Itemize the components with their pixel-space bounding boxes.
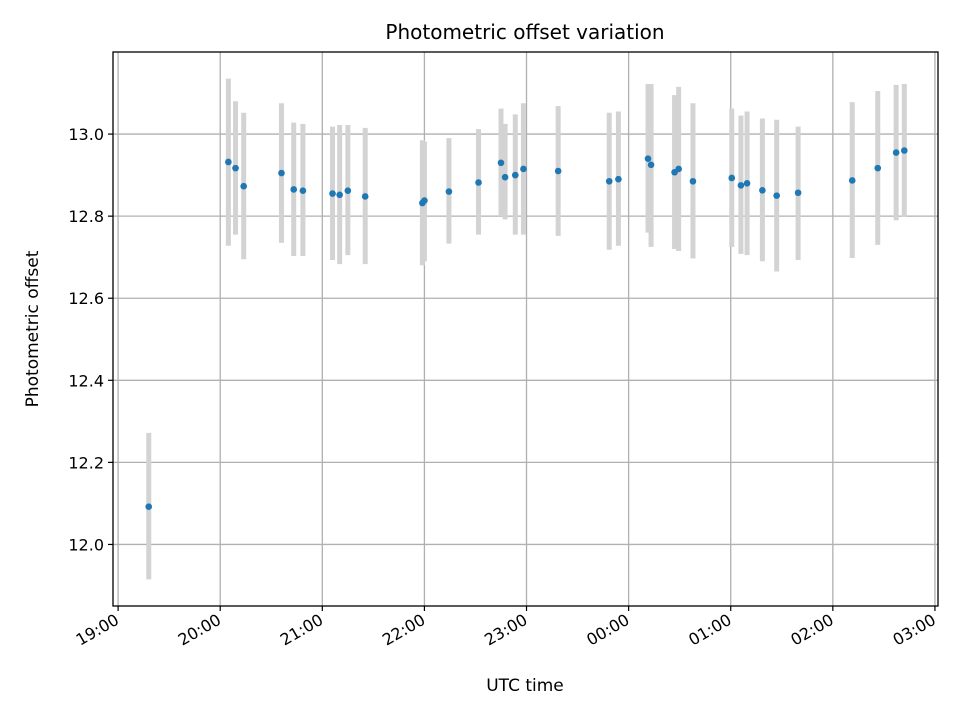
data-point xyxy=(743,180,751,187)
data-point xyxy=(497,159,505,167)
data-point xyxy=(874,164,882,172)
data-point xyxy=(554,167,562,175)
data-point xyxy=(728,174,736,182)
data-point xyxy=(675,165,682,173)
data-point xyxy=(605,177,613,185)
data-point xyxy=(773,192,780,199)
data-point xyxy=(240,182,247,190)
y-tick-label: 12.4 xyxy=(68,371,104,390)
data-point xyxy=(689,177,697,185)
x-axis-label: UTC time xyxy=(486,676,564,696)
y-tick-label: 12.2 xyxy=(68,453,104,472)
data-point xyxy=(299,187,307,195)
data-point xyxy=(445,188,453,195)
data-point xyxy=(361,193,369,200)
data-point xyxy=(501,173,509,181)
plot-frame xyxy=(112,51,939,607)
data-point xyxy=(615,175,622,183)
data-point xyxy=(892,149,900,156)
data-point xyxy=(225,158,232,166)
data-point xyxy=(344,187,352,195)
data-point xyxy=(901,147,908,154)
data-point xyxy=(329,190,336,197)
data-point xyxy=(647,161,655,169)
data-point xyxy=(290,186,298,193)
data-point xyxy=(848,177,856,184)
data-point xyxy=(644,155,652,162)
point-layer xyxy=(145,147,908,510)
data-point xyxy=(759,186,766,194)
data-point xyxy=(794,189,802,197)
y-tick-label: 12.0 xyxy=(68,535,104,554)
y-tick-label: 13.0 xyxy=(68,125,104,144)
data-point xyxy=(421,197,428,204)
y-axis-label: Photometric offset xyxy=(23,250,43,407)
y-tick-label: 12.8 xyxy=(68,207,104,226)
data-point xyxy=(511,171,519,179)
chart-title: Photometric offset variation xyxy=(385,20,664,44)
data-point xyxy=(520,165,527,173)
data-point xyxy=(336,191,343,199)
y-tick-label: 12.6 xyxy=(68,289,104,308)
data-point xyxy=(278,169,285,177)
data-point xyxy=(145,503,153,510)
data-point xyxy=(232,164,239,172)
data-point xyxy=(475,179,482,186)
data-point xyxy=(737,182,745,189)
